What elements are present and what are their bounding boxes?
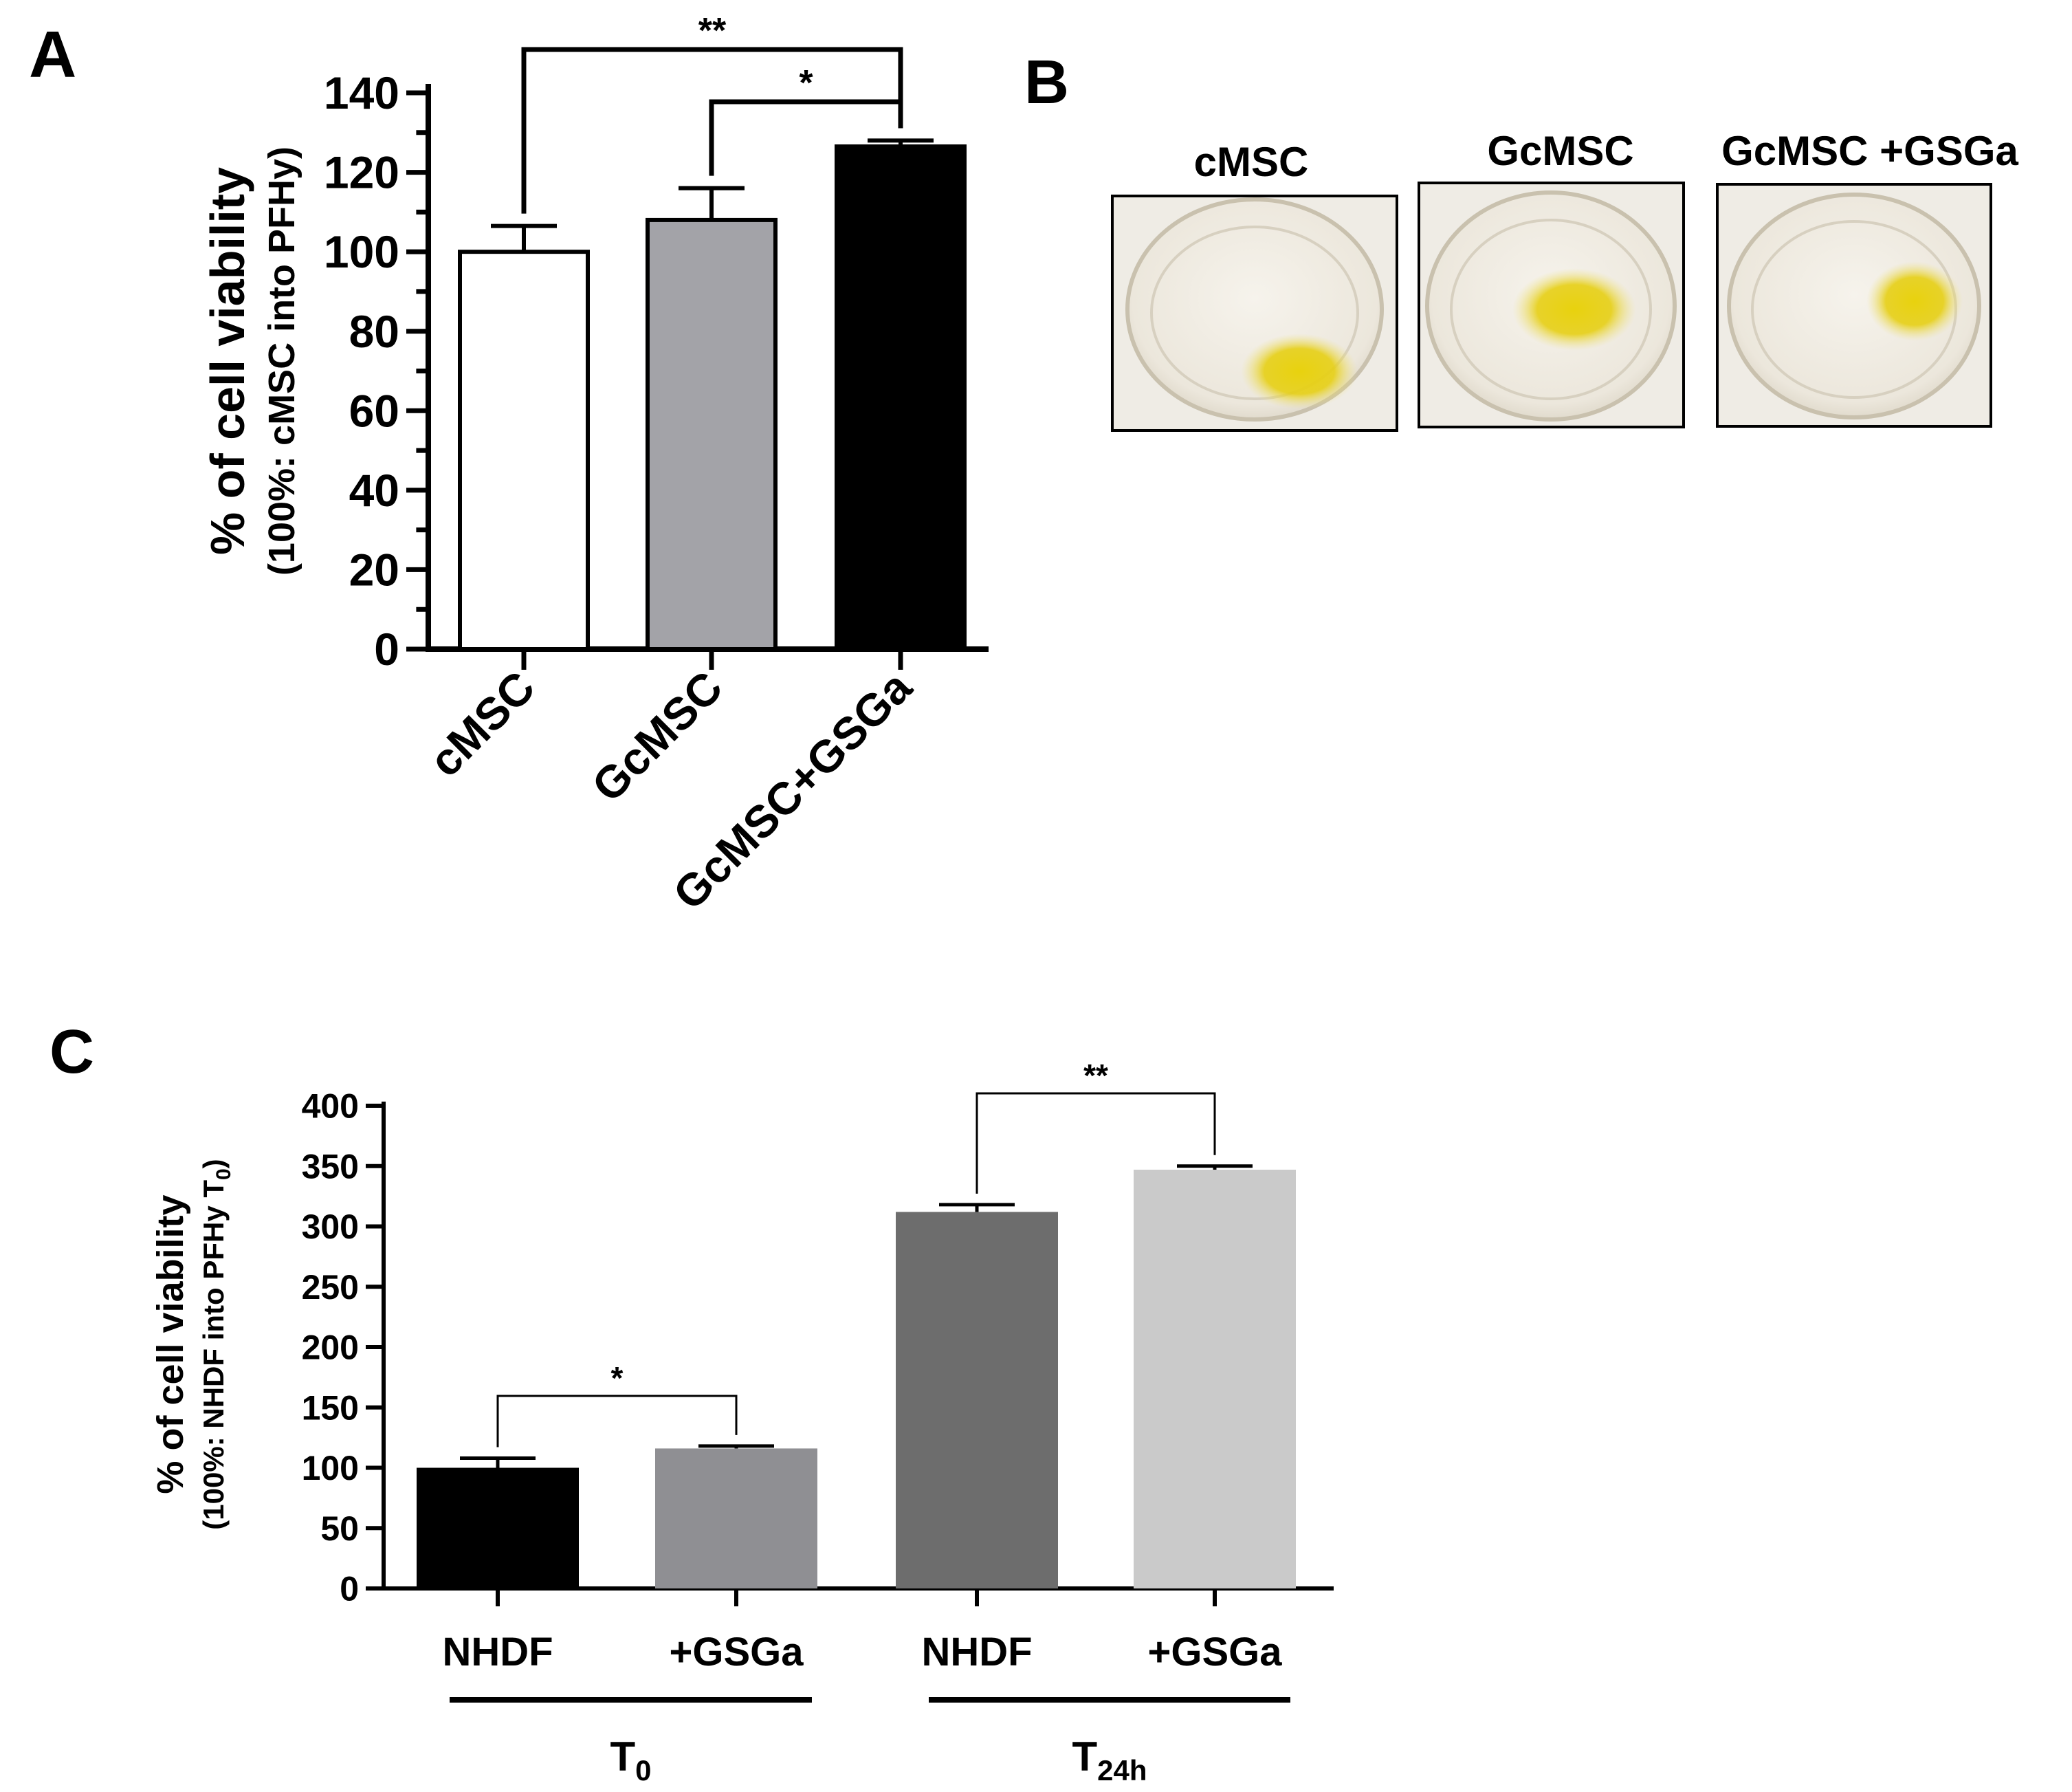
chart-c-bar	[655, 1448, 817, 1588]
chart-c-x-tick-label: +GSGa	[669, 1630, 804, 1674]
chart-a-significance-label: *	[799, 63, 813, 103]
chart-c-y-tick-label: 400	[302, 1087, 359, 1126]
chart-a-bar	[646, 217, 778, 651]
chart-c-y-label: % of cell viability	[150, 1194, 191, 1494]
photo-label-cmsc: cMSC	[1194, 139, 1309, 185]
chart-c-significance-bracket	[976, 1092, 1216, 1194]
group-label-main: T	[610, 1734, 635, 1780]
chart-a-x-tick-label: cMSC	[419, 662, 544, 787]
chart-c-y-sublabel-subscript: 0	[212, 1168, 235, 1180]
chart-a-y-tick-label: 0	[374, 624, 399, 675]
chart-a-bar	[458, 250, 590, 651]
chart-a-y-tick-label: 20	[349, 545, 399, 595]
chart-c-y-sublabel: (100%: NHDF into PFHy T0)	[197, 1159, 235, 1529]
panel-label-b: B	[1024, 48, 1069, 117]
chart-c-y-tick-label: 200	[302, 1329, 359, 1367]
chart-c-significance-label: *	[611, 1360, 624, 1396]
group-label-subscript: 24h	[1097, 1754, 1147, 1786]
chart-a-y-tick-label: 80	[349, 306, 399, 357]
well-photo-gcmsc-gsga	[1716, 183, 1992, 428]
photo-label-gcmsc: GcMSC	[1487, 128, 1633, 174]
chart-a-significance-label: **	[698, 11, 727, 51]
chart-a-y-tick-label: 40	[349, 465, 399, 516]
chart-a-y-tick-label: 140	[324, 67, 399, 118]
chart-a-x-tick-label: GcMSC	[582, 662, 732, 811]
chart-c-bar	[417, 1467, 579, 1588]
chart-c-y-tick-label: 300	[302, 1208, 359, 1246]
chart-a-significance-bracket	[521, 47, 903, 214]
chart-c-y-tick-label: 250	[302, 1268, 359, 1307]
photo-label-gcmsc-gsga: GcMSC +GSGa	[1721, 128, 2018, 174]
group-label-subscript: 0	[635, 1754, 651, 1786]
chart-c-bar	[1134, 1170, 1296, 1588]
chart-a-significance-bracket	[709, 99, 903, 176]
chart-c-bar	[896, 1212, 1058, 1588]
chart-c-group-label: T24h	[1072, 1734, 1147, 1786]
panel-label-c: C	[49, 1018, 94, 1086]
chart-c-significance-label: **	[1083, 1058, 1108, 1093]
yellow-spot	[1241, 334, 1358, 409]
yellow-spot	[1512, 268, 1636, 351]
chart-a-y-tick-label: 100	[324, 226, 399, 277]
chart-c-x-tick-label: NHDF	[442, 1630, 553, 1674]
group-label-main: T	[1072, 1734, 1097, 1780]
chart-c-y-tick-label: 50	[320, 1509, 359, 1548]
chart-c-y-tick-label: 350	[302, 1147, 359, 1185]
yellow-spot	[1866, 261, 1963, 341]
photo-panel: cMSC GcMSC GcMSC +GSGa	[1111, 128, 2019, 432]
chart-c-y-tick-label: 150	[302, 1388, 359, 1427]
chart-c-significance-bracket	[496, 1395, 738, 1447]
chart-c-group-label: T0	[610, 1734, 651, 1786]
chart-c-y-sublabel-close: )	[197, 1159, 230, 1168]
panel-label-a: A	[29, 18, 76, 91]
chart-a-y-sublabel: (100%: cMSC into PFHy)	[261, 146, 302, 576]
chart-a-y-label: % of cell viability	[201, 167, 254, 555]
well-photo-cmsc	[1111, 195, 1398, 432]
chart-a-y-tick-label: 120	[324, 147, 399, 198]
chart-c-x-tick-label: +GSGa	[1147, 1630, 1282, 1674]
well-photo-gcmsc	[1418, 182, 1685, 428]
chart-c-y-sublabel-main: (100%: NHDF into PFHy T	[197, 1180, 230, 1530]
chart-c-y-tick-label: 100	[302, 1449, 359, 1487]
chart-a-bar	[835, 144, 967, 651]
chart-c-y-tick-label: 0	[340, 1570, 359, 1608]
chart-a-y-tick-label: 60	[349, 385, 399, 436]
chart-c-x-tick-label: NHDF	[921, 1630, 1032, 1674]
